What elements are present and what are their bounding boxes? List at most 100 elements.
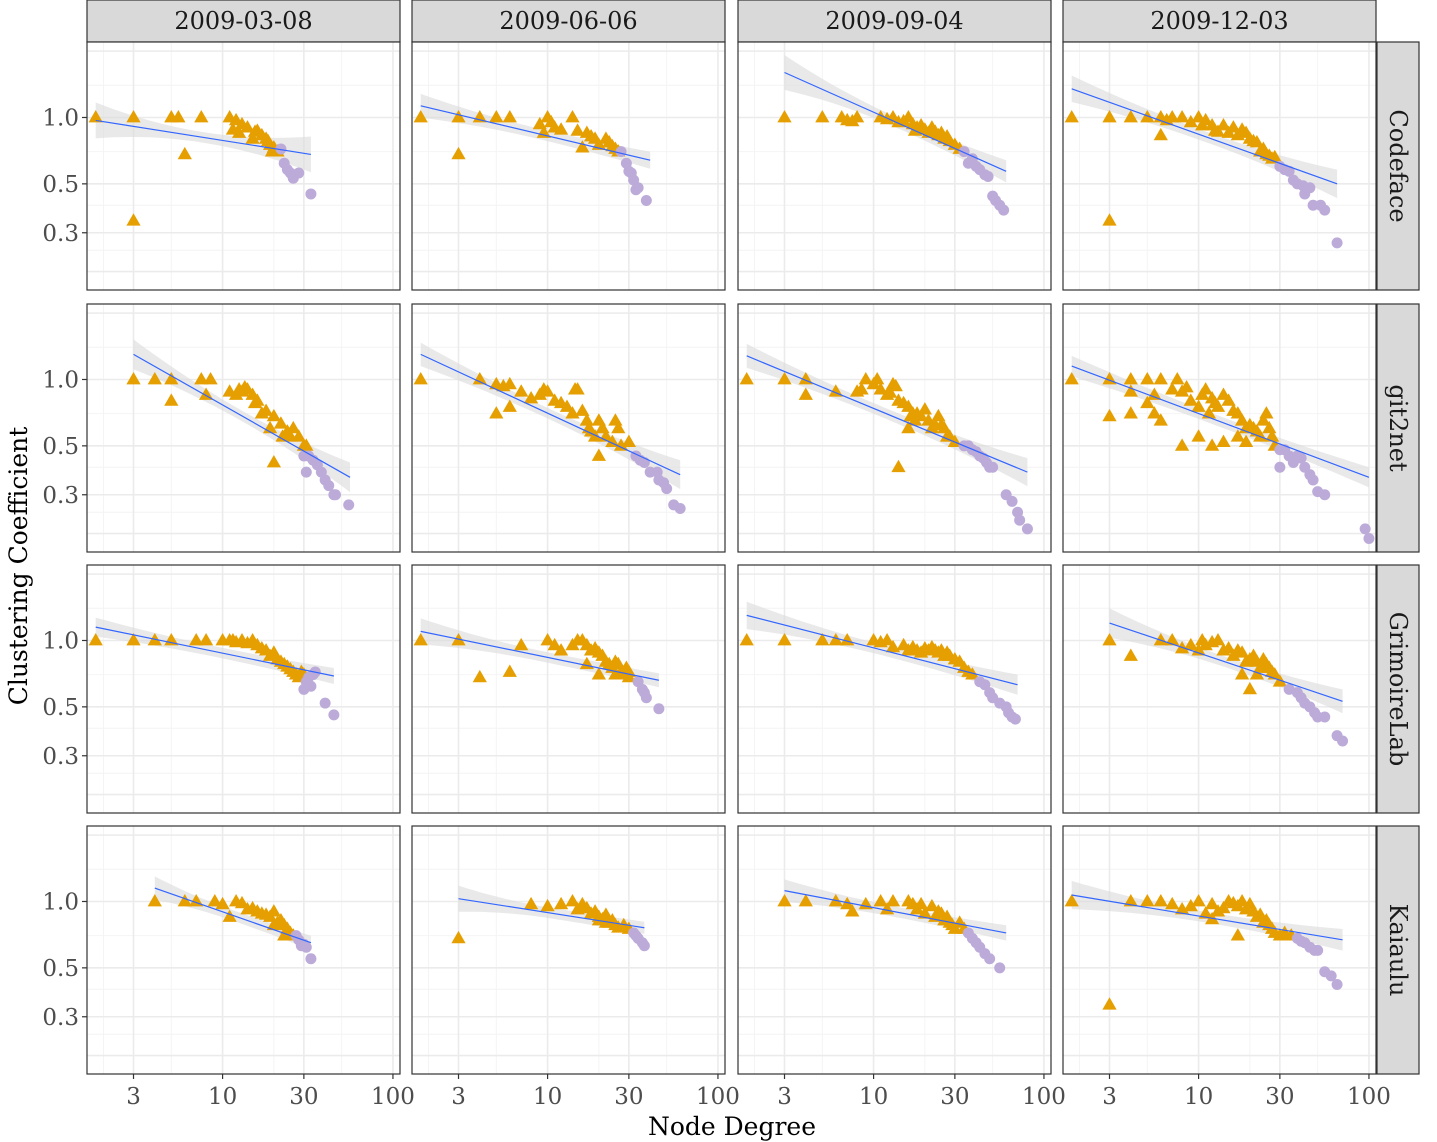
data-point-triangle [1226,120,1241,133]
data-point-triangle [1183,114,1198,128]
data-point-triangle [1221,393,1236,406]
y-tick-label: 1.0 [42,105,79,131]
panel-plot-area [1063,565,1376,813]
data-point-triangle [203,371,218,385]
panel-border [86,564,401,814]
data-point-triangle [291,429,306,442]
data-point-triangle [570,123,585,136]
data-point-triangle [798,387,813,400]
data-point-triangle [621,669,636,683]
y-tick-label: 0.3 [42,1005,79,1031]
fit-line [1071,88,1338,185]
data-point-triangle [1183,637,1198,651]
data-point-triangle [472,669,487,683]
data-point-triangle [277,928,292,941]
panel-background [1063,304,1376,552]
fit-line [420,630,659,681]
panel-background [412,826,725,1074]
data-point-triangle [245,131,260,144]
panel [86,303,401,553]
data-point-circle [982,170,994,182]
data-point-triangle [451,109,466,123]
data-point-triangle [608,667,623,680]
data-point-triangle [126,109,141,123]
x-tick-label: 3 [777,1084,792,1110]
panel [737,41,1052,291]
data-point-triangle [540,898,555,912]
data-point-triangle [451,146,466,160]
fit-line [458,898,645,929]
data-point-triangle [1264,429,1280,442]
data-point-triangle [1174,109,1190,123]
x-tick-label: 30 [940,1084,969,1110]
data-point-triangle [553,122,569,135]
data-point-circle [1331,979,1343,991]
data-point-triangle [1123,893,1138,907]
data-point-triangle [1102,213,1117,226]
data-point-triangle [164,393,179,406]
data-point-circle [319,697,331,709]
data-point-triangle [250,393,265,406]
x-tick-label: 30 [614,1084,643,1110]
data-point-triangle [815,632,830,646]
data-point-triangle [198,632,214,646]
data-point-triangle [937,420,952,434]
data-point-triangle [1230,429,1245,442]
data-point-circle [328,709,340,721]
fit-line [746,614,1018,686]
data-point-triangle [194,109,209,123]
panel [1062,303,1377,553]
data-point-circle [305,188,317,200]
data-point-triangle [591,667,606,680]
data-point-circle [1337,735,1349,747]
data-point-circle [343,499,355,511]
data-point-triangle [828,384,843,397]
data-point-circle [1319,711,1331,723]
panel-background [412,42,725,290]
y-tick-label: 0.3 [42,483,79,509]
column-strip-label: 2009-06-06 [499,7,637,35]
x-tick-label: 3 [126,1084,141,1110]
data-point-triangle [777,109,792,123]
data-point-triangle [258,403,274,416]
data-point-triangle [1147,406,1162,419]
panel-background [1063,42,1376,290]
y-tick-label: 0.3 [42,221,79,247]
data-point-triangle [1123,406,1138,419]
data-point-triangle [1267,667,1282,680]
data-point-circle [661,483,673,495]
data-point-circle [323,480,335,492]
data-point-triangle [540,384,555,397]
data-point-triangle [1238,434,1254,447]
data-point-circle [979,679,991,691]
data-point-circle [638,940,650,952]
data-point-triangle [266,455,281,468]
x-tick-label: 30 [289,1084,318,1110]
data-point-triangle [1204,438,1220,451]
data-point-triangle [514,637,529,651]
data-point-triangle [1102,632,1117,646]
data-point-triangle [858,371,873,385]
column-strip-label: 2009-03-08 [174,7,312,35]
panel [411,41,726,291]
x-tick-label: 100 [696,1084,740,1110]
data-point-triangle [907,413,923,426]
data-point-triangle [1064,893,1079,907]
data-point-triangle [1153,413,1168,426]
data-point-circle [275,143,287,155]
data-point-triangle [1262,420,1277,434]
data-point-circle [1363,532,1375,544]
data-point-triangle [1153,127,1168,141]
data-point-triangle [1123,109,1138,123]
data-point-circle [1304,182,1316,194]
panel-plot-area [1063,304,1376,552]
data-point-triangle [1170,371,1185,385]
data-point-triangle [1165,382,1180,395]
panel [411,825,726,1075]
data-point-triangle [1230,928,1245,941]
data-point-circle [1021,523,1033,535]
row-strip [1376,41,1420,291]
data-point-circle [984,953,996,965]
data-point-triangle [547,637,562,651]
data-point-triangle [828,632,843,646]
